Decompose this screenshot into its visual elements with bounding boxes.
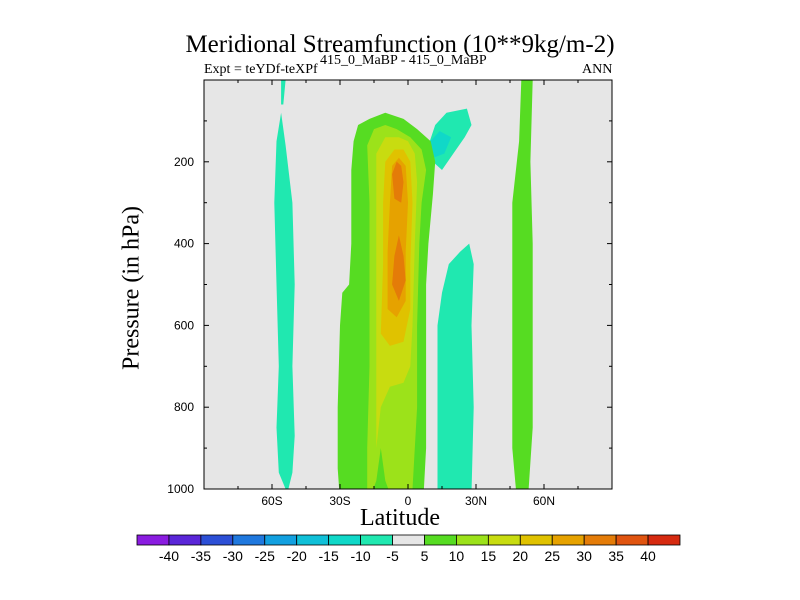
colorbar-swatch	[392, 534, 425, 546]
plot-area	[204, 80, 612, 489]
y-tick-label: 400	[174, 237, 194, 251]
colorbar-swatch	[360, 534, 393, 546]
colorbar-label: 10	[449, 548, 465, 564]
contour-hadley-cell-30a	[392, 235, 406, 301]
contour-hadley-cell-30b	[392, 161, 404, 203]
colorbar-swatch	[615, 534, 649, 546]
x-tick-label: 0	[405, 494, 412, 508]
axes: 60S 30S 0 30N 60N 200 400 600 800 1000	[167, 79, 613, 508]
colorbar-label: 5	[421, 548, 429, 564]
colorbar-label: -15	[319, 548, 339, 564]
colorbar-label: 35	[608, 548, 624, 564]
y-tick-label: 200	[174, 155, 194, 169]
y-tick-label: 1000	[167, 482, 194, 496]
colorbar-swatch	[551, 534, 585, 546]
season-label: ANN	[582, 62, 613, 77]
colorbar-swatch	[583, 534, 617, 546]
colorbar-swatch	[232, 534, 266, 546]
period-label: 415_0_MaBP - 415_0_MaBP	[320, 53, 487, 68]
colorbar-label: -30	[223, 548, 243, 564]
contour-southern-high-lat-spike	[281, 80, 286, 105]
colorbar-swatch	[456, 534, 489, 546]
contour-southern-high-lat-cell	[274, 112, 295, 489]
experiment-label: Expt = teYDf-teXPf	[204, 62, 318, 77]
y-tick-label: 600	[174, 318, 194, 332]
contour-regions	[274, 80, 533, 489]
x-tick-label: 60N	[533, 494, 555, 508]
contour-nh-high-lat-cell	[512, 80, 533, 489]
colorbar-label: 40	[640, 548, 656, 564]
colorbar-swatch	[168, 534, 202, 546]
colorbar-label: -35	[191, 548, 211, 564]
colorbar-swatch	[487, 534, 521, 546]
colorbar-label: 25	[544, 548, 560, 564]
colorbar-swatch	[264, 534, 298, 546]
colorbar-label: -25	[255, 548, 275, 564]
colorbar-swatch	[424, 534, 457, 546]
colorbar-swatch	[136, 534, 170, 546]
chart-title: Meridional Streamfunction (10**9kg/m-2)	[185, 31, 615, 58]
colorbar-label: 30	[576, 548, 592, 564]
y-tick-label: 800	[174, 400, 194, 414]
colorbar: -40 -35 -30 -25 -20 -15 -10 -5 5 10 15 20 25 30 35 40	[136, 534, 681, 564]
colorbar-label: -40	[159, 548, 179, 564]
colorbar-label: -20	[287, 548, 307, 564]
colorbar-swatch	[200, 534, 234, 546]
colorbar-swatch	[647, 534, 681, 546]
colorbar-label: 15	[481, 548, 497, 564]
contour-nh-subtropical-cell	[437, 243, 474, 489]
x-tick-label: 30N	[465, 494, 487, 508]
colorbar-swatch	[519, 534, 553, 546]
colorbar-label: -10	[350, 548, 370, 564]
x-axis-label: Latitude	[360, 505, 440, 531]
x-tick-label: 60S	[261, 494, 282, 508]
x-tick-label: 30S	[329, 494, 350, 508]
colorbar-label: -5	[386, 548, 399, 564]
colorbar-swatch	[296, 534, 330, 546]
contour-upper-tropical-cell-core	[428, 131, 452, 158]
colorbar-label: 20	[513, 548, 529, 564]
colorbar-swatch	[328, 534, 361, 546]
